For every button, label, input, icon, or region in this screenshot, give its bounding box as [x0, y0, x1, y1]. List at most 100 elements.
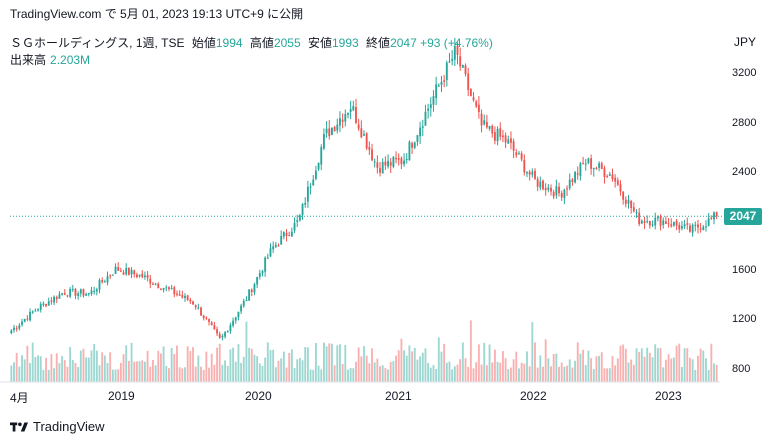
- volume-bar: [467, 366, 470, 382]
- volume-bar: [34, 357, 37, 382]
- candle-body: [376, 162, 379, 168]
- candle-body: [582, 163, 585, 165]
- candle-body: [290, 231, 293, 237]
- candle-body: [699, 228, 702, 230]
- volume-bar: [702, 350, 705, 382]
- volume-bar: [592, 369, 595, 382]
- volume-bar: [77, 367, 80, 382]
- volume-bar: [501, 351, 504, 382]
- candle-body: [574, 172, 576, 183]
- candle-body: [432, 96, 435, 105]
- candle-body: [558, 186, 560, 194]
- volume-bar: [600, 352, 603, 382]
- candle-body: [603, 168, 606, 177]
- candle-body: [355, 107, 357, 123]
- volume-bar: [542, 366, 544, 382]
- volume-bar: [667, 354, 670, 382]
- candle-body: [542, 180, 544, 190]
- candle-body: [670, 224, 673, 227]
- candle-body: [266, 257, 269, 259]
- candle-body: [590, 158, 593, 169]
- candle-body: [90, 290, 93, 294]
- volume-bar: [261, 366, 264, 382]
- volume-bar: [437, 337, 440, 382]
- candle-body: [587, 158, 590, 164]
- candle-body: [707, 218, 710, 226]
- candle-body: [624, 199, 627, 204]
- candle-body: [240, 305, 243, 312]
- symbol-legend[interactable]: ＳＧホールディングス, 1週, TSE 始値1994 高値2055 安値1993…: [10, 34, 493, 51]
- candle-body: [678, 224, 681, 230]
- volume-bar: [258, 363, 261, 382]
- volume-bar: [285, 367, 288, 382]
- volume-bar: [424, 348, 427, 382]
- candle-body: [683, 224, 686, 227]
- volume-bar: [611, 356, 614, 382]
- candle-body: [274, 244, 277, 247]
- volume-bar: [464, 358, 467, 382]
- volume-bar: [689, 357, 691, 382]
- volume-bar: [21, 355, 23, 382]
- tradingview-logo[interactable]: TradingView: [10, 419, 105, 434]
- volume-bar: [672, 357, 675, 382]
- candle-body: [523, 159, 526, 173]
- candle-body: [713, 212, 715, 220]
- symbol-name: ＳＧホールディングス, 1週, TSE: [10, 36, 185, 50]
- candle-body: [176, 293, 178, 295]
- volume-bar: [555, 353, 558, 382]
- time-tick-label: 2021: [385, 389, 412, 403]
- candle-body: [29, 311, 31, 321]
- volume-bar: [293, 368, 296, 382]
- candle-body: [117, 267, 120, 271]
- volume-bar: [304, 347, 307, 382]
- volume-bar: [125, 345, 128, 382]
- candle-body: [363, 134, 365, 136]
- volume-bar: [413, 347, 416, 382]
- volume-legend[interactable]: 出来高 2.203M: [10, 51, 90, 68]
- volume-bar: [306, 347, 309, 382]
- volume-bar: [39, 356, 42, 382]
- volume-bar: [624, 348, 627, 382]
- volume-bar: [162, 346, 165, 382]
- open-value: 1994: [215, 36, 243, 50]
- volume-bar: [606, 368, 609, 382]
- published-caption: TradingView.com で 5月 01, 2023 19:13 UTC+…: [10, 7, 304, 21]
- candle-body: [339, 118, 341, 126]
- volume-bar: [427, 363, 430, 382]
- volume-bar: [240, 362, 243, 382]
- volume-bar: [170, 347, 173, 382]
- candle-body: [659, 216, 662, 226]
- candle-body: [152, 283, 154, 285]
- candle-body: [288, 235, 291, 237]
- volume-bar: [127, 360, 130, 382]
- volume-bar: [157, 350, 160, 382]
- volume-bar: [95, 350, 98, 382]
- volume-bar: [379, 366, 381, 382]
- volume-bar: [697, 355, 699, 382]
- candle-body: [245, 300, 248, 302]
- volume-bar: [403, 350, 406, 382]
- volume-bar: [686, 348, 689, 382]
- candle-body: [125, 267, 128, 275]
- volume-bar: [154, 365, 157, 382]
- volume-bars: [10, 320, 718, 382]
- candle-body: [373, 161, 376, 163]
- candle-body: [667, 223, 670, 225]
- volume-bar: [288, 352, 291, 382]
- candle-body: [192, 301, 194, 305]
- candle-body: [397, 157, 400, 160]
- candle-body: [568, 179, 571, 189]
- volume-bar: [614, 365, 617, 382]
- candle-body: [632, 207, 635, 212]
- candle-body: [322, 133, 325, 149]
- volume-bar: [579, 353, 582, 382]
- volume-bar: [713, 363, 715, 382]
- candle-body: [157, 283, 160, 289]
- candle-body: [344, 114, 347, 122]
- candle-body: [488, 126, 491, 129]
- volume-bar: [493, 349, 496, 382]
- candle-body: [226, 331, 229, 333]
- candle-body: [42, 303, 45, 305]
- candle-body: [501, 135, 504, 137]
